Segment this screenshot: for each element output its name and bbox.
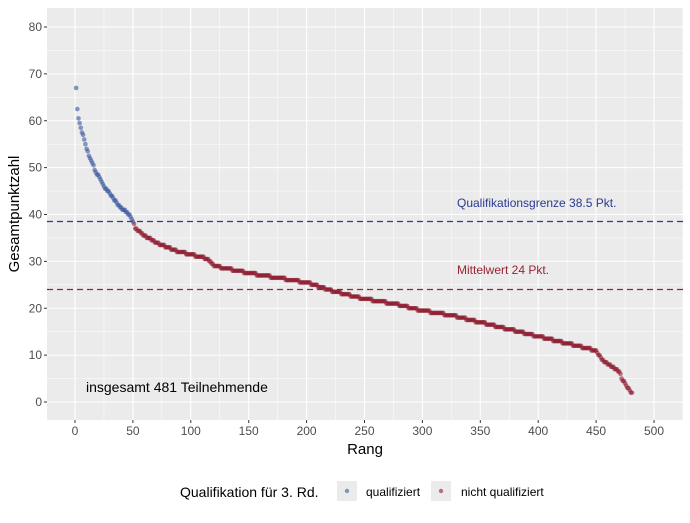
y-tick-label: 60 xyxy=(29,114,43,128)
legend-title: Qualifikation für 3. Rd. xyxy=(180,484,319,500)
axes: 0 50 100 150 200 250 300 350 400 450 500 0 10 20 30 40 5… xyxy=(29,20,665,438)
point-not-qualified xyxy=(629,390,635,395)
legend-marker-not-qualified xyxy=(438,488,444,494)
legend: Qualifikation für 3. Rd. qualifiziert ni… xyxy=(180,481,544,501)
legend-marker-qualified xyxy=(344,488,350,494)
x-tick-label: 100 xyxy=(181,424,201,438)
legend-label-qualified: qualifiziert xyxy=(366,485,421,499)
y-tick-label: 10 xyxy=(29,348,43,362)
reference-label-qualification: Qualifikationsgrenze 38.5 Pkt. xyxy=(457,196,616,210)
point-qualified xyxy=(81,137,87,142)
y-tick-label: 50 xyxy=(29,161,43,175)
y-tick-label: 40 xyxy=(29,208,43,222)
y-tick-label: 0 xyxy=(35,395,42,409)
point-qualified xyxy=(91,162,96,168)
point-qualified xyxy=(76,116,81,121)
x-tick-label: 150 xyxy=(239,424,259,438)
y-tick-label: 70 xyxy=(29,67,43,81)
point-not-qualified xyxy=(131,221,137,227)
data-points xyxy=(73,85,635,395)
x-tick-label: 500 xyxy=(644,424,664,438)
reference-label-mean: Mittelwert 24 Pkt. xyxy=(457,263,549,277)
y-tick-label: 80 xyxy=(29,20,43,34)
point-qualified xyxy=(73,85,79,91)
y-tick-label: 20 xyxy=(29,301,43,315)
x-tick-label: 250 xyxy=(354,424,374,438)
x-tick-label: 200 xyxy=(297,424,317,438)
reference-lines xyxy=(47,220,683,291)
point-qualified xyxy=(83,141,88,147)
y-axis-title: Gesamtpunktzahl xyxy=(6,156,23,273)
y-tick-label: 30 xyxy=(29,254,43,268)
point-not-qualified xyxy=(618,371,623,377)
point-qualified xyxy=(77,120,82,126)
legend-label-not-qualified: nicht qualifiziert xyxy=(461,485,544,499)
x-tick-label: 300 xyxy=(412,424,432,438)
point-qualified xyxy=(85,148,91,154)
point-qualified xyxy=(80,132,86,138)
x-axis-title: Rang xyxy=(347,441,383,458)
x-tick-label: 350 xyxy=(470,424,490,438)
x-tick-label: 50 xyxy=(126,424,140,438)
x-tick-label: 450 xyxy=(586,424,606,438)
x-tick-label: 0 xyxy=(72,424,79,438)
point-qualified xyxy=(78,125,84,131)
point-qualified xyxy=(75,106,80,112)
x-tick-label: 400 xyxy=(528,424,548,438)
total-annotation: insgesamt 481 Teilnehmende xyxy=(86,379,268,395)
grid xyxy=(47,8,684,420)
